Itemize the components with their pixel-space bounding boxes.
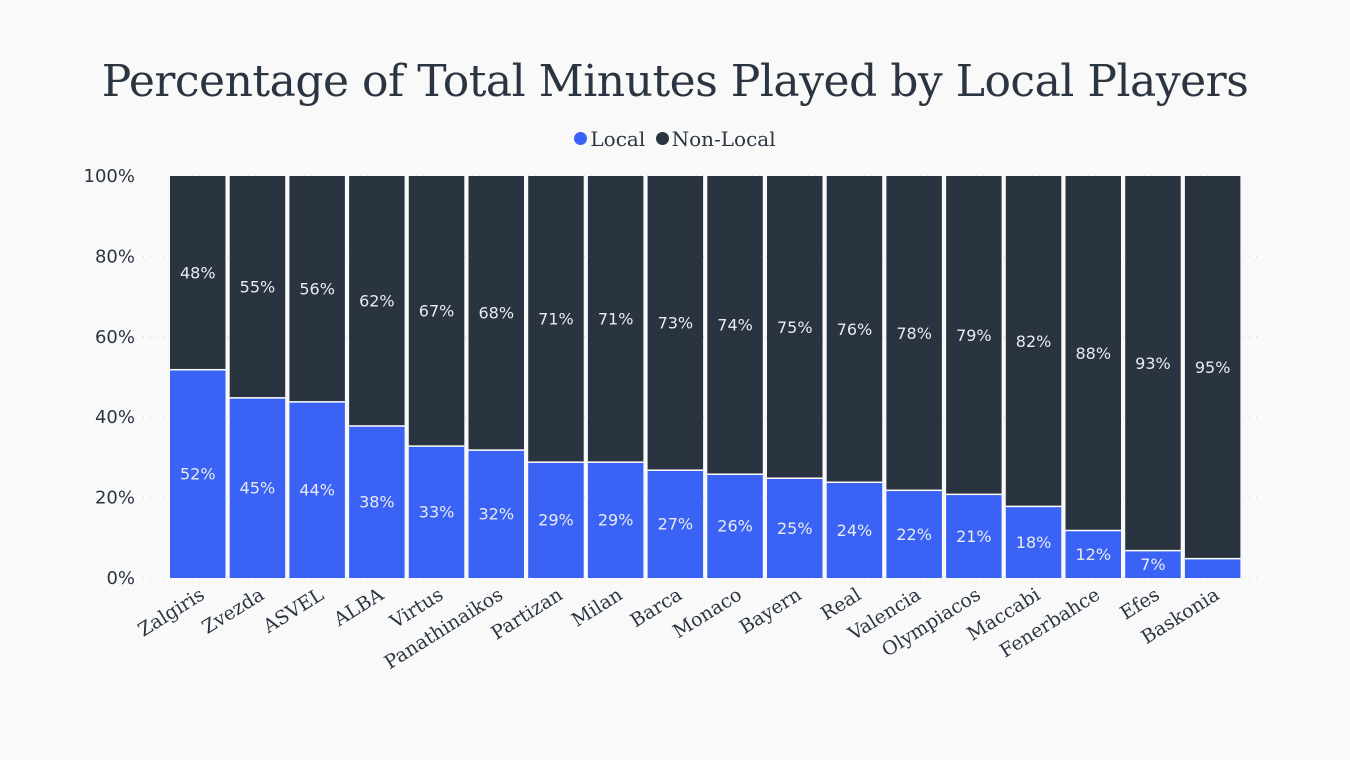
data-label-local: 29% (538, 511, 574, 530)
y-tick-label: 80% (95, 246, 135, 267)
x-tick-label: Monaco (669, 584, 746, 643)
bar-local (707, 473, 763, 578)
x-tick-label: Zalgiris (134, 584, 208, 642)
data-label-non-local: 75% (777, 318, 813, 337)
bar-local (349, 425, 405, 578)
bar-non-local (886, 176, 942, 490)
data-label-local: 22% (896, 525, 932, 544)
data-label-non-local: 78% (896, 324, 932, 343)
legend-label-local: Local (590, 127, 646, 151)
x-tick-label: Zvezda (198, 584, 268, 639)
bar-local (767, 477, 823, 578)
data-label-local: 44% (299, 481, 335, 500)
data-label-local: 24% (837, 521, 873, 540)
bar-non-local (647, 176, 704, 470)
bar-local (170, 368, 226, 578)
data-label-local: 32% (478, 505, 514, 524)
data-label-non-local: 55% (240, 278, 276, 297)
bar-local (1184, 557, 1241, 578)
bar-local (946, 493, 1002, 578)
data-label-local: 7% (1140, 555, 1165, 574)
legend-dot-non-local-icon (655, 132, 669, 145)
data-label-local: 27% (658, 515, 694, 534)
data-label-non-local: 76% (837, 320, 873, 339)
bar-non-local (468, 176, 524, 450)
data-label-local: 18% (1016, 533, 1052, 552)
data-label-local: 21% (956, 527, 992, 546)
bar-non-local (408, 176, 465, 446)
y-tick-label: 40% (95, 407, 135, 428)
data-label-local: 12% (1075, 545, 1111, 564)
y-tick-label: 60% (95, 327, 135, 348)
legend-item-non-local: Non-Local (655, 127, 776, 151)
data-label-non-local: 74% (717, 316, 753, 335)
data-label-local: 38% (359, 493, 395, 512)
data-label-non-local: 71% (538, 310, 574, 329)
bar-non-local (349, 176, 405, 426)
data-label-non-local: 56% (299, 280, 335, 299)
y-tick-label: 20% (95, 488, 135, 509)
bar-local (587, 461, 644, 578)
x-tick-label: ASVEL (259, 583, 329, 638)
bar-non-local (946, 176, 1002, 494)
bar-non-local (1005, 176, 1062, 506)
bar-local (886, 489, 942, 578)
bar-local (528, 461, 584, 578)
data-label-local: 26% (717, 517, 753, 536)
bar-local (229, 397, 286, 578)
legend-item-local: Local (574, 127, 645, 151)
bar-local (826, 481, 883, 578)
data-label-non-local: 67% (419, 302, 455, 321)
bar-local (1065, 529, 1121, 578)
x-tick-label: Bayern (736, 584, 806, 639)
data-label-non-local: 88% (1075, 344, 1111, 363)
bar-local (1125, 549, 1181, 578)
legend: Local Non-Local (0, 127, 1350, 151)
bar-non-local (1065, 176, 1121, 530)
bar-local (647, 469, 704, 578)
data-label-local: 29% (598, 511, 634, 530)
data-label-non-local: 79% (956, 326, 992, 345)
bar-non-local (170, 176, 226, 369)
bar-non-local (229, 176, 286, 398)
bar-non-local (1125, 176, 1181, 550)
data-label-non-local: 62% (359, 292, 395, 311)
bar-non-local (289, 176, 345, 402)
bar-non-local (528, 176, 584, 462)
bar-non-local (1184, 176, 1241, 558)
data-label-local: 33% (419, 503, 455, 522)
bar-local (468, 449, 524, 578)
bar-non-local (826, 176, 883, 482)
bar-local (1005, 505, 1062, 578)
data-label-non-local: 82% (1016, 332, 1052, 351)
data-label-local: 52% (180, 464, 216, 483)
bar-non-local (767, 176, 823, 478)
legend-label-non-local: Non-Local (671, 127, 776, 151)
data-label-non-local: 71% (598, 310, 634, 329)
bar-local (408, 445, 465, 578)
data-label-non-local: 93% (1135, 354, 1171, 373)
data-label-non-local: 73% (658, 314, 694, 333)
x-tick-label: Milan (568, 584, 626, 632)
bar-local (289, 401, 345, 578)
data-label-non-local: 95% (1195, 358, 1231, 377)
bar-non-local (707, 176, 763, 474)
legend-dot-local-icon (574, 132, 588, 145)
y-tick-label: 100% (84, 166, 135, 187)
data-label-local: 25% (777, 519, 813, 538)
bar-non-local (587, 176, 644, 462)
y-tick-label: 0% (106, 568, 135, 589)
chart-title: Percentage of Total Minutes Played by Lo… (101, 56, 1249, 107)
x-tick-label: ALBA (329, 583, 388, 631)
data-label-non-local: 48% (180, 263, 216, 282)
data-label-non-local: 68% (478, 304, 514, 323)
data-label-local: 45% (240, 479, 276, 498)
